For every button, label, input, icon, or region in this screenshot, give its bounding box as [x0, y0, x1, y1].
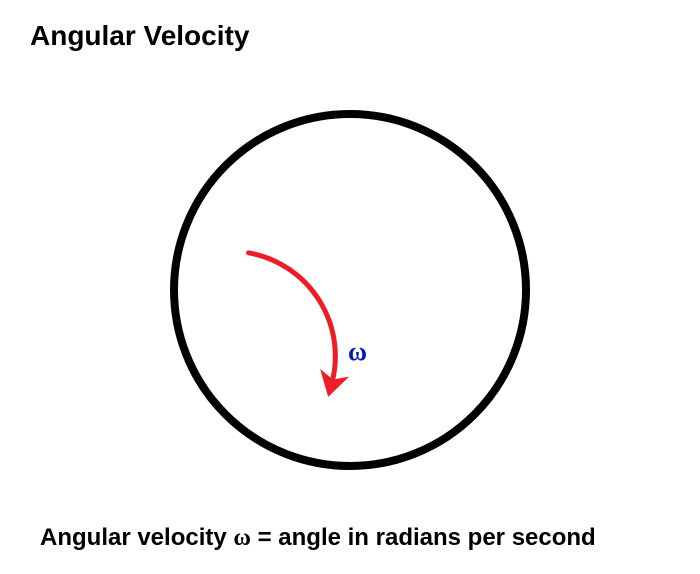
- diagram-container: ω: [0, 80, 700, 500]
- arc-arrow: [0, 80, 700, 500]
- omega-symbol: ω: [348, 337, 367, 367]
- caption-text: Angular velocity ω = angle in radians pe…: [40, 524, 596, 552]
- page-title: Angular Velocity: [30, 20, 249, 52]
- caption-prefix: Angular velocity: [40, 524, 233, 551]
- caption-omega: ω: [233, 525, 251, 551]
- caption-suffix: = angle in radians per second: [251, 524, 596, 551]
